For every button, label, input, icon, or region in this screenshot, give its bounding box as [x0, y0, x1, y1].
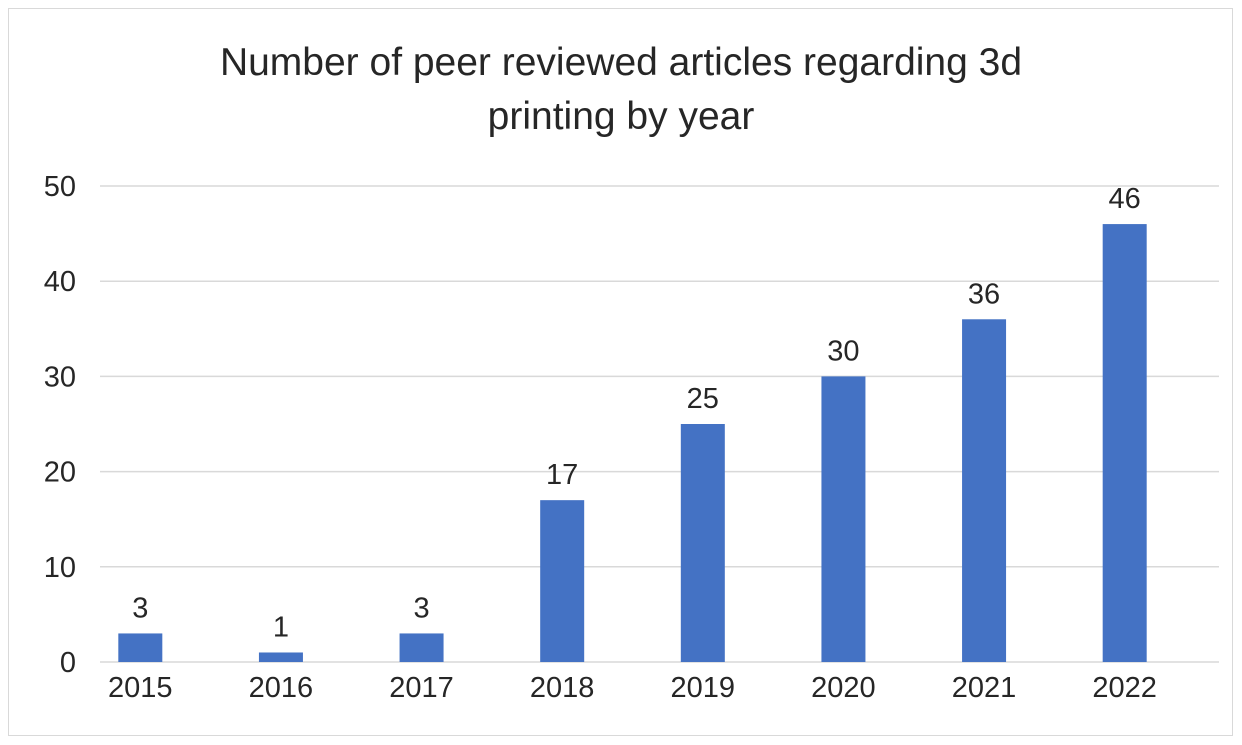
x-tick-label-2017: 2017	[389, 672, 454, 704]
bar-2022	[1102, 224, 1147, 662]
bar-2017	[399, 633, 444, 662]
data-label-2015: 3	[132, 592, 148, 624]
data-label-2022: 46	[1109, 183, 1141, 215]
bar-2018	[540, 500, 585, 662]
x-tick-label-2015: 2015	[108, 672, 173, 704]
chart-area	[8, 8, 1233, 736]
data-label-2020: 30	[827, 335, 859, 367]
bar-2019	[680, 424, 725, 662]
y-tick-label-30: 30	[44, 361, 76, 393]
y-tick-label-40: 40	[44, 266, 76, 298]
chart-title: Number of peer reviewed articles regardi…	[219, 41, 1023, 138]
data-label-2018: 17	[546, 459, 578, 491]
x-tick-label-2022: 2022	[1092, 672, 1157, 704]
bar-2021	[962, 319, 1007, 662]
y-tick-label-10: 10	[44, 552, 76, 584]
data-label-2019: 25	[687, 383, 719, 415]
bar-2015	[118, 633, 163, 662]
y-tick-label-50: 50	[44, 171, 76, 203]
x-tick-label-2018: 2018	[530, 672, 595, 704]
x-tick-label-2021: 2021	[952, 672, 1017, 704]
x-tick-label-2016: 2016	[249, 672, 314, 704]
y-tick-label-20: 20	[44, 457, 76, 489]
data-label-2016: 1	[273, 611, 289, 643]
bar-2020	[821, 376, 866, 662]
data-label-2021: 36	[968, 278, 1000, 310]
bar-2016	[258, 652, 303, 662]
y-tick-label-0: 0	[60, 647, 76, 679]
x-tick-label-2019: 2019	[671, 672, 736, 704]
x-tick-label-2020: 2020	[811, 672, 876, 704]
data-label-2017: 3	[413, 592, 429, 624]
